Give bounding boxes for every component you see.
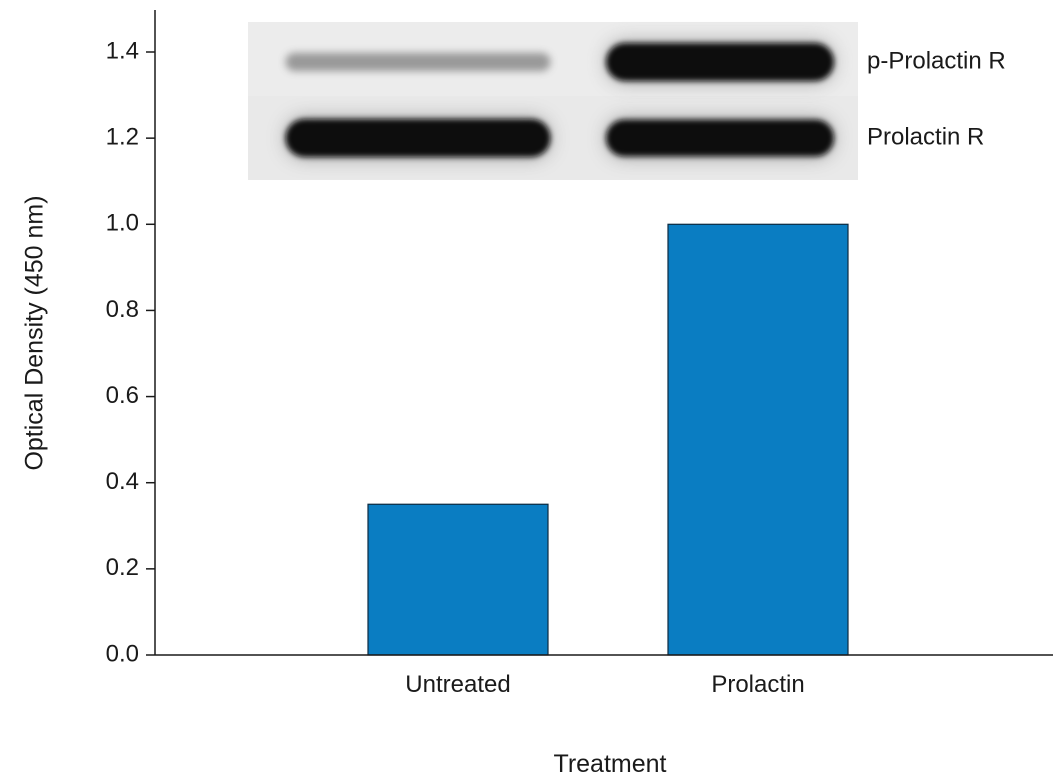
y-tick-label-4: 0.8 [106,296,139,323]
blot-label-1: Prolactin R [867,123,984,150]
y-tick-label-2: 0.4 [106,468,139,495]
bar-untreated [367,503,549,656]
y-axis-title: Optical Density (450 nm) [21,195,49,470]
y-tick-label-7: 1.4 [106,37,139,64]
bar-prolactin [667,223,849,656]
blot-band-0-0 [285,52,551,72]
y-tick-label-6: 1.2 [106,123,139,150]
y-tick-label-1: 0.2 [106,554,139,581]
y-tick-label-3: 0.6 [106,382,139,409]
blot-label-0: p-Prolactin R [867,47,1006,74]
blot-band-0-1 [606,43,834,81]
blot-band-1-1 [606,119,834,157]
x-tick-label-prolactin: Prolactin [711,671,804,698]
x-axis-title: Treatment [553,750,666,777]
y-tick-label-0: 0.0 [106,640,139,667]
x-tick-label-untreated: Untreated [405,671,510,698]
blot-band-1-0 [285,119,551,157]
y-tick-label-5: 1.0 [106,210,139,237]
